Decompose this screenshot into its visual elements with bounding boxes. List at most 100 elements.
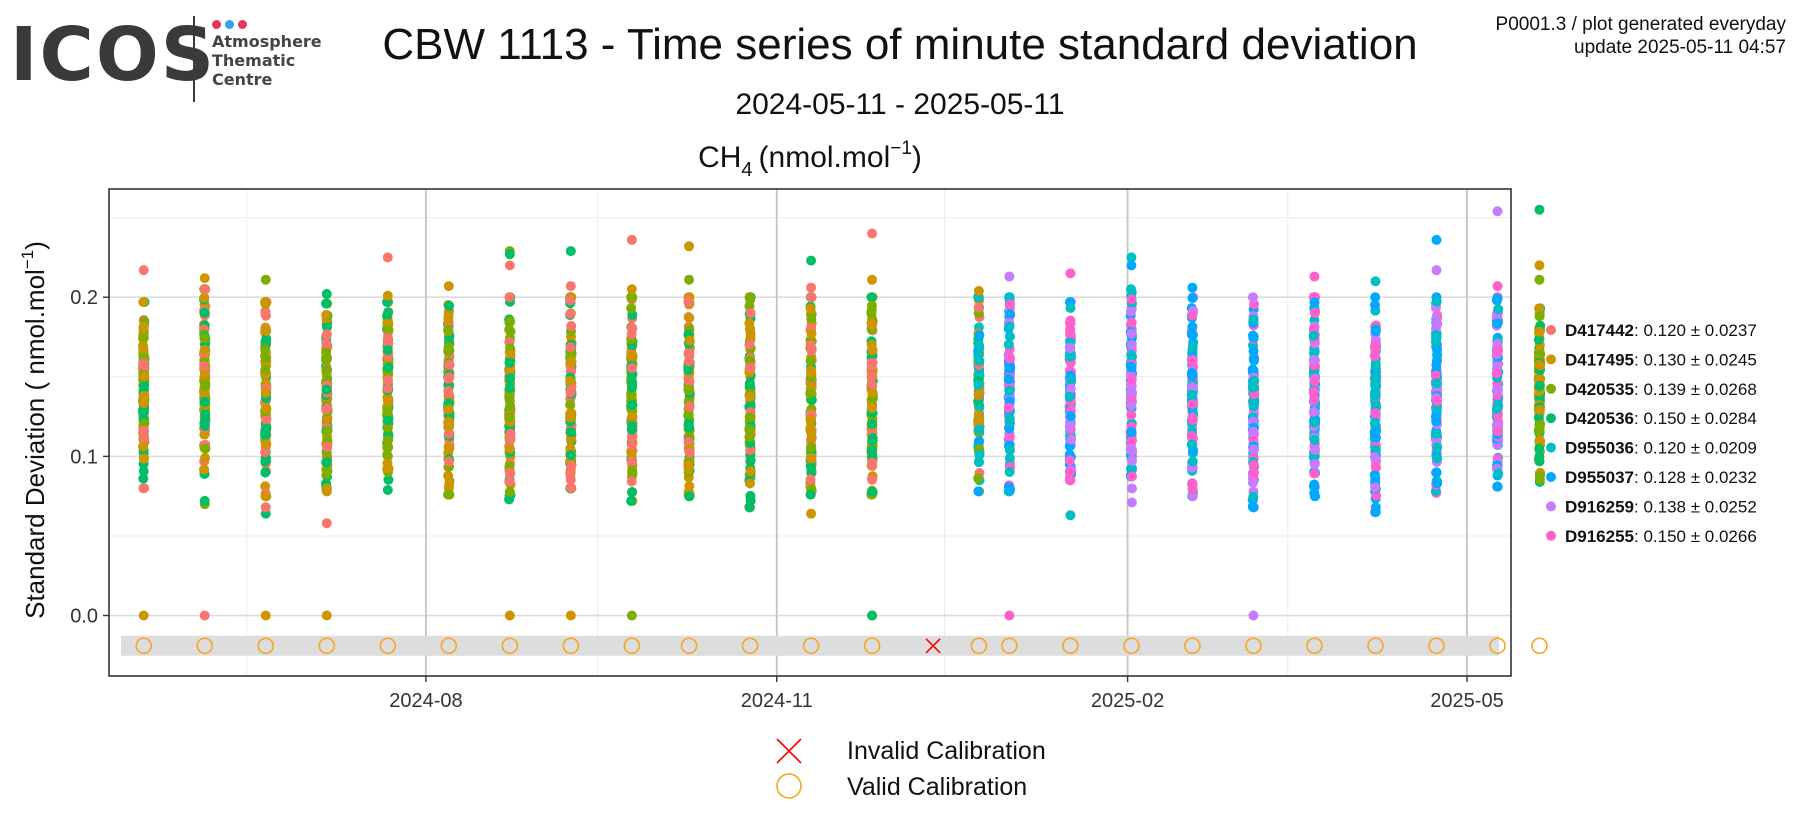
invalid-calibration-legend-label: Invalid Calibration: [847, 737, 1046, 765]
data-point: [805, 422, 816, 433]
data-point: [1309, 394, 1320, 405]
data-point: [505, 365, 516, 376]
data-point: [1491, 403, 1502, 414]
data-point: [683, 384, 694, 395]
measurement-day: [1125, 252, 1138, 508]
logo-dot: [212, 20, 221, 29]
data-point: [684, 241, 695, 252]
data-point: [744, 502, 755, 513]
invalid-calibration-marker: [925, 638, 941, 654]
data-point: [382, 290, 393, 301]
data-point: [444, 359, 455, 370]
measurement-day: [626, 234, 638, 621]
x-tick-label: 2024-08: [389, 690, 462, 712]
data-point: [1370, 377, 1381, 388]
logo-line-1: Atmosphere: [212, 32, 322, 51]
data-point: [1187, 398, 1198, 409]
data-point: [626, 487, 637, 498]
measurement-day: [1247, 292, 1260, 621]
data-point: [744, 478, 755, 489]
data-point: [1065, 411, 1076, 422]
data-point: [260, 491, 271, 502]
data-point: [626, 432, 637, 443]
data-point: [505, 316, 516, 327]
data-point: [867, 433, 878, 444]
data-point: [199, 495, 210, 506]
legend-item: D955037: 0.128 ± 0.0232: [1546, 468, 1757, 487]
data-point: [866, 361, 877, 372]
data-point: [260, 296, 271, 307]
data-point: [866, 292, 877, 303]
unit-superscript: −1: [890, 138, 912, 159]
data-point: [1064, 455, 1075, 466]
data-point: [1186, 389, 1197, 400]
data-point: [322, 442, 333, 453]
data-point: [626, 303, 637, 314]
data-point: [565, 399, 576, 410]
data-point: [627, 400, 638, 411]
data-point: [1432, 318, 1443, 329]
data-point: [1493, 468, 1504, 479]
data-point: [1126, 426, 1137, 437]
data-point: [1065, 351, 1076, 362]
measurement-day: [504, 246, 516, 621]
data-point: [321, 483, 332, 494]
data-point: [973, 340, 984, 351]
data-point: [806, 292, 817, 303]
data-point: [382, 484, 393, 495]
data-point: [382, 449, 393, 460]
data-point: [505, 349, 516, 360]
data-point: [443, 428, 454, 439]
data-point: [1492, 293, 1503, 304]
measurement-day: [198, 273, 211, 621]
data-point: [1534, 443, 1545, 454]
data-point: [1126, 400, 1137, 411]
measurement-day: [321, 289, 333, 621]
data-point: [1310, 444, 1321, 455]
valid-calibration-marker: [1001, 637, 1018, 655]
data-point: [382, 252, 393, 263]
data-point: [383, 362, 394, 373]
data-point: [805, 474, 816, 485]
data-point: [684, 491, 695, 502]
data-point: [1003, 482, 1014, 493]
data-point: [199, 307, 210, 318]
legend-marker: [1546, 325, 1556, 335]
measurement-day: [1003, 271, 1016, 621]
unit-close: ): [912, 141, 922, 174]
data-point: [744, 318, 755, 329]
data-point: [199, 333, 210, 344]
valid-calibration-marker: [501, 637, 519, 655]
data-point: [443, 470, 454, 481]
data-point: [200, 284, 211, 295]
data-point: [806, 432, 817, 443]
legend-item: D420535: 0.139 ± 0.0268: [1546, 380, 1757, 399]
legend-label: D417442: 0.120 ± 0.0237: [1565, 321, 1757, 340]
calibration-markers: [135, 637, 1548, 655]
data-point: [1492, 206, 1503, 217]
data-point: [806, 466, 817, 477]
panel-title: CH4 (nmol.mol−1): [698, 138, 922, 181]
data-point: [261, 403, 272, 414]
data-point: [1430, 336, 1441, 347]
data-point: [1309, 434, 1320, 445]
data-point: [504, 260, 515, 271]
legend-item: D417495: 0.130 ± 0.0245: [1546, 350, 1757, 369]
valid-calibration-marker: [1531, 637, 1548, 655]
legend-marker: [1546, 383, 1556, 394]
data-point: [138, 466, 149, 477]
data-point: [1065, 342, 1076, 353]
data-point: [565, 281, 576, 292]
data-point: [1432, 478, 1443, 489]
data-point: [683, 409, 694, 420]
data-point: [505, 373, 516, 384]
data-point: [867, 345, 878, 356]
data-point: [1187, 282, 1198, 293]
data-point: [684, 312, 695, 323]
measurement-day: [1064, 268, 1077, 521]
data-point: [1248, 459, 1259, 470]
data-point: [138, 425, 149, 436]
data-point: [1247, 382, 1258, 393]
data-point: [867, 319, 878, 330]
data-point: [138, 360, 149, 371]
